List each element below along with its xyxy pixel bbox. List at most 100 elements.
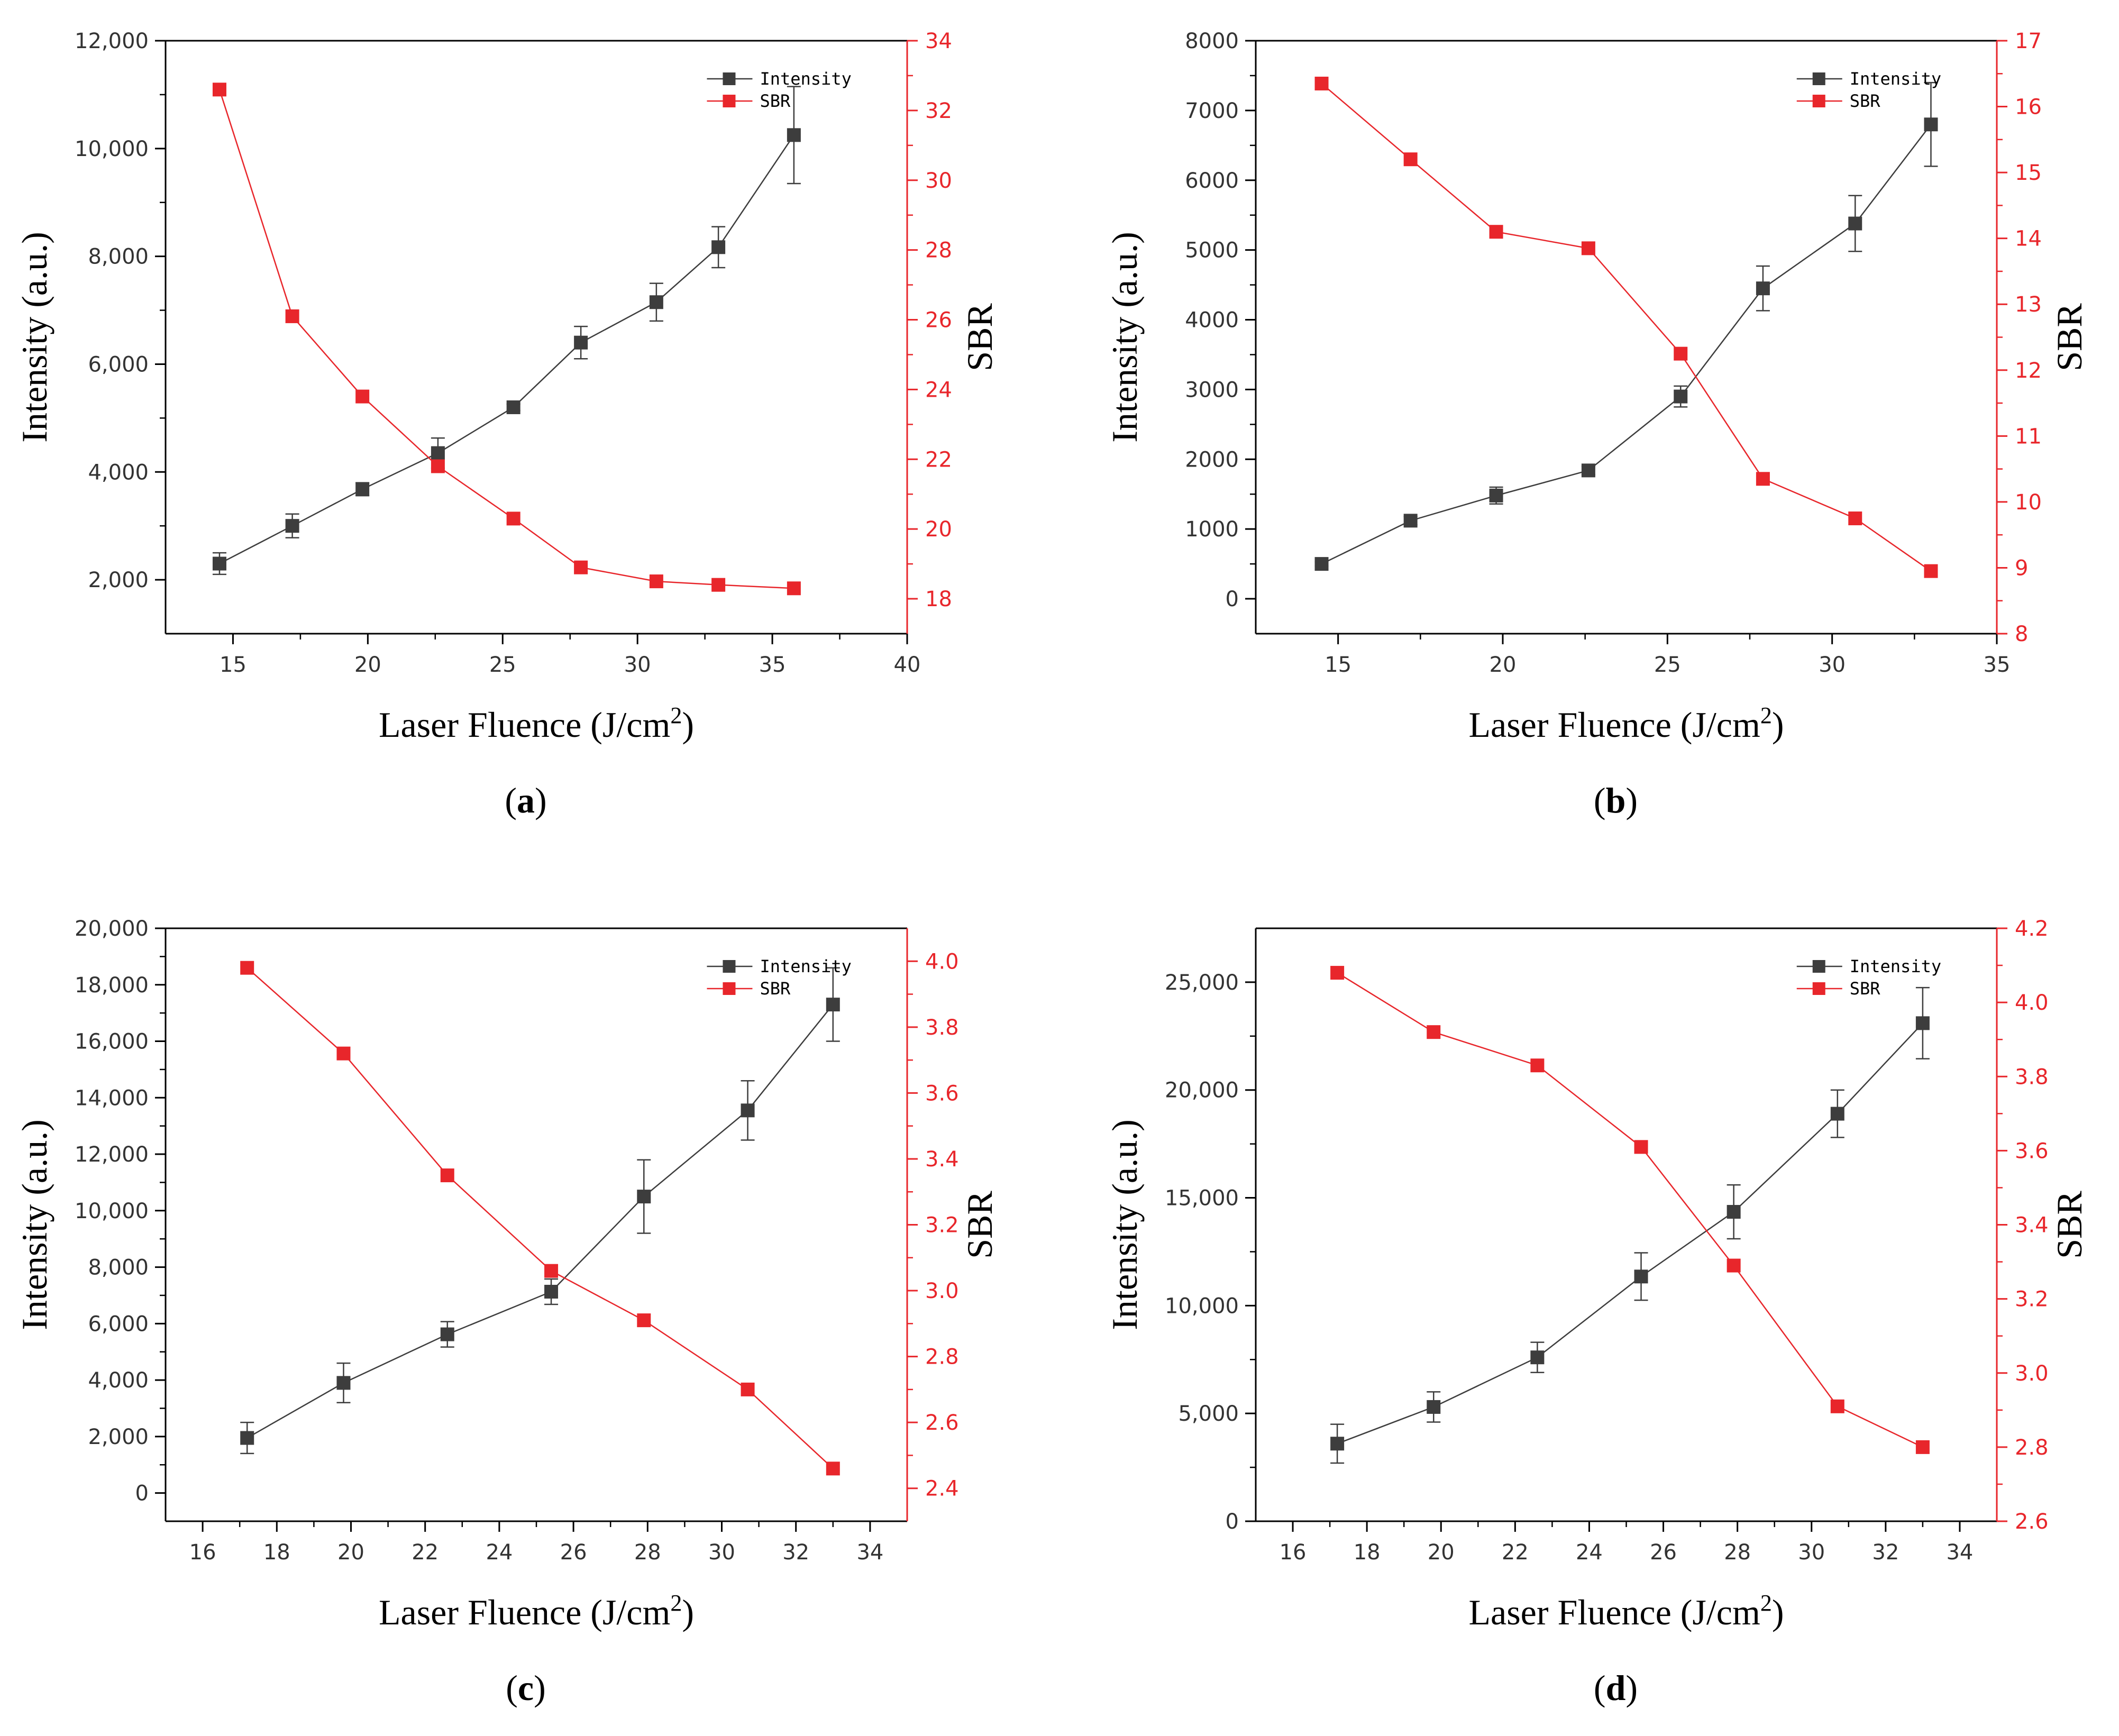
legend-label-sbr: SBR [1850,979,1881,999]
data-point-sbr [336,1046,351,1061]
x-axis-title: Laser Fluence (J/cm2) [379,702,694,745]
legend-marker-sbr [1812,95,1825,107]
legend-marker-sbr [723,982,736,995]
data-point-intensity [1330,1437,1345,1451]
y-left-tick-label: 16,000 [75,1030,149,1054]
y-right-tick-label: 3.0 [2015,1362,2049,1386]
x-axis-title: Laser Fluence (J/cm2) [1469,1590,1784,1632]
data-point-intensity [544,1285,559,1299]
y-right-tick-label: 24 [925,378,952,402]
data-point-intensity [649,295,663,309]
data-point-intensity [1581,463,1595,478]
x-tick-label: 28 [634,1540,661,1565]
x-tick-label: 22 [412,1540,439,1565]
x-tick-label: 20 [1428,1540,1455,1565]
x-tick-label: 20 [1490,653,1517,677]
x-axis-title-superscript: 2 [1760,1590,1772,1616]
data-point-intensity [711,240,726,254]
y-right-tick-label: 4.2 [2015,917,2049,941]
chart-panel-a: 15 20 25 30 35 40 2,000 4,000 6,000 8,000 10,000 12… [14,29,1000,820]
y-right-tick-label: 20 [925,517,952,542]
panel-label-close: ) [535,780,547,820]
x-tick-label: 34 [856,1540,883,1565]
y-left-tick-label: 8,000 [88,1256,149,1280]
y-right-tick-label: 11 [2015,424,2042,449]
x-tick-label: 35 [759,653,786,677]
y-right-tick-label: 4.0 [925,949,959,974]
data-point-sbr [544,1264,559,1278]
y-left-axis-title: Intensity (a.u.) [1104,1119,1145,1330]
panel-label-letter: b [1606,780,1626,820]
x-axis-title-main: Laser Fluence (J/cm [1469,705,1760,745]
data-point-sbr [1756,472,1770,486]
data-point-sbr [431,459,445,473]
data-point-sbr [1634,1140,1648,1154]
panel-label: (d) [1594,1668,1638,1708]
x-axis-title-superscript: 2 [670,1590,682,1616]
data-point-sbr [1427,1025,1441,1039]
panel-label: (a) [505,780,546,820]
y-left-tick-label: 25,000 [1165,971,1239,995]
x-axis-title-close: ) [682,705,694,745]
data-point-sbr [506,511,520,526]
data-point-sbr [1530,1058,1545,1073]
chart-panel-d: 16 18 20 22 24 26 28 30 32 34 0 5,000 10,000 15,000 20… [1104,917,2089,1708]
y-left-tick-label: 0 [135,1482,149,1506]
panel-label-open: ( [505,780,517,820]
data-point-sbr [355,389,370,404]
y-left-tick-label: 8000 [1185,29,1239,53]
legend-marker-intensity [1812,72,1825,85]
data-point-intensity [787,128,801,142]
legend-marker-intensity [723,72,736,85]
y-left-tick-label: 18,000 [75,973,149,998]
panel-label-letter: c [518,1668,534,1708]
data-point-intensity [1427,1400,1441,1414]
data-point-sbr [1848,511,1862,526]
panel-label-open: ( [1594,1668,1606,1708]
chart-panel-b: 15 20 25 30 35 0 1000 2000 3000 4000 5000 6000 7000 8… [1104,29,2089,820]
legend-label-sbr: SBR [1850,91,1881,111]
data-point-intensity [1924,117,1938,132]
x-tick-label: 20 [354,653,381,677]
x-axis-title-main: Laser Fluence (J/cm [379,705,670,745]
x-tick-label: 30 [1798,1540,1825,1565]
y-right-tick-label: 28 [925,239,952,263]
panel-label: (b) [1594,780,1638,820]
y-left-tick-label: 15,000 [1165,1186,1239,1211]
panel-label-letter: a [517,780,535,820]
panel-label-open: ( [506,1668,518,1708]
x-axis-title-main: Laser Fluence (J/cm [379,1592,670,1632]
y-right-tick-label: 3.6 [2015,1139,2049,1163]
legend-label-intensity: Intensity [760,69,851,89]
x-tick-label: 24 [486,1540,513,1565]
y-right-tick-label: 12 [2015,359,2042,383]
y-left-tick-label: 6,000 [88,352,149,377]
data-point-intensity [431,446,445,460]
y-left-tick-label: 3000 [1185,378,1239,402]
y-left-tick-label: 4000 [1185,308,1239,333]
legend-label-sbr: SBR [760,979,791,999]
data-point-sbr [440,1168,454,1183]
y-right-tick-label: 10 [2015,490,2042,515]
y-right-tick-label: 2.6 [2015,1510,2049,1534]
x-tick-label: 16 [189,1540,216,1565]
series-intensity [212,86,801,575]
series-intensity [240,967,840,1455]
y-left-tick-label: 2000 [1185,447,1239,472]
y-left-tick-label: 14,000 [75,1086,149,1110]
data-point-intensity [212,556,226,571]
data-point-intensity [1314,557,1329,571]
legend-marker-sbr [1812,982,1825,995]
y-left-tick-label: 20,000 [75,917,149,941]
data-point-intensity [285,519,299,533]
panel-label-close: ) [1625,780,1638,820]
panel-label: (c) [506,1668,546,1708]
y-right-tick-label: 9 [2015,556,2028,580]
x-tick-label: 26 [1650,1540,1677,1565]
series-sbr [212,83,801,596]
data-point-sbr [574,560,588,574]
x-tick-label: 30 [1819,653,1846,677]
y-left-tick-label: 6,000 [88,1312,149,1336]
y-right-tick-label: 3.8 [2015,1065,2049,1089]
y-left-tick-label: 4,000 [88,460,149,485]
